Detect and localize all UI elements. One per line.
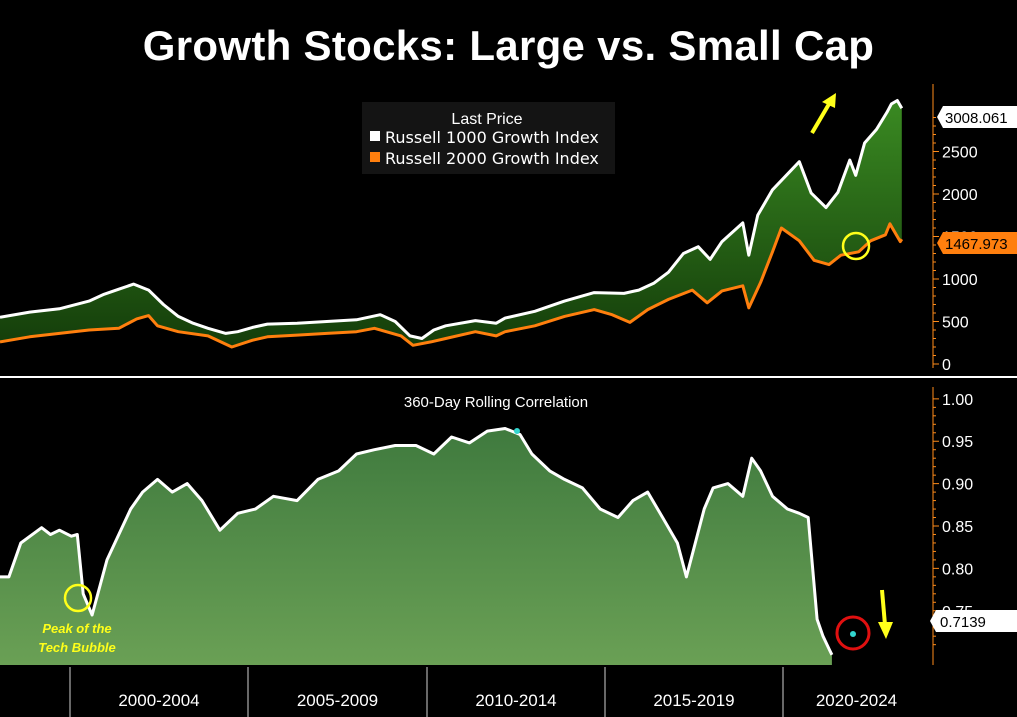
annotation-peak-tech-bubble-line1: Peak of the (42, 621, 111, 636)
latest-marker (850, 631, 856, 637)
peak-marker (514, 428, 520, 434)
x-tick-label: 2000-2004 (118, 691, 199, 710)
svg-text:0.7139: 0.7139 (940, 614, 986, 631)
y-tick-label-correlation: 0.85 (942, 519, 973, 536)
correlation-title: 360-Day Rolling Correlation (404, 394, 588, 411)
y-tick-label-price: 500 (942, 315, 969, 332)
svg-text:1467.973: 1467.973 (945, 236, 1008, 253)
x-tick-label: 2020-2024 (816, 691, 897, 710)
series-line-russell-1000 (0, 99, 904, 340)
y-tick-label-price: 1000 (942, 272, 978, 289)
highlight-circle-russell-2000 (841, 231, 871, 261)
y-tick-label-price: 2000 (942, 187, 978, 204)
legend: Last Price Russell 1000 Growth Index Rus… (362, 102, 615, 174)
down-arrow-icon (878, 589, 893, 639)
x-tick-label: 2015-2019 (653, 691, 734, 710)
last-value-tag-russell-2000: 1467.973 (937, 232, 1017, 254)
highlight-circle-correlation (835, 615, 871, 651)
legend-swatch-russell-2000 (370, 152, 380, 162)
legend-label-russell-1000: Russell 1000 Growth Index (385, 128, 599, 147)
spread-area (0, 100, 902, 347)
y-tick-label-price: 0 (942, 357, 951, 374)
y-tick-label-price: 2500 (942, 145, 978, 162)
y-tick-label-correlation: 1.00 (942, 392, 973, 409)
highlight-circle-tech-bubble (63, 583, 93, 613)
y-tick-label-correlation: 0.90 (942, 477, 973, 494)
correlation-line (0, 427, 834, 656)
annotation-peak-tech-bubble-line2: Tech Bubble (38, 640, 116, 655)
up-arrow-icon (810, 93, 836, 135)
x-axis-periods: 2000-2004 2005-2009 2010-2014 2015-2019 2020… (69, 667, 897, 717)
chart-title: Growth Stocks: Large vs. Small Cap (142, 22, 875, 69)
legend-title: Last Price (451, 111, 522, 128)
x-tick-label: 2010-2014 (475, 691, 556, 710)
last-value-tag-russell-1000: 3008.061 (937, 106, 1017, 128)
y-tick-label-correlation: 0.80 (942, 561, 973, 578)
last-value-tag-correlation: 0.7139 (930, 610, 1017, 632)
y-tick-label-correlation: 0.95 (942, 434, 973, 451)
legend-label-russell-2000: Russell 2000 Growth Index (385, 149, 599, 168)
x-tick-label: 2005-2009 (297, 691, 378, 710)
correlation-area (0, 428, 832, 665)
svg-text:3008.061: 3008.061 (945, 110, 1008, 127)
legend-swatch-russell-1000 (370, 131, 380, 141)
series-line-russell-2000 (0, 222, 904, 349)
